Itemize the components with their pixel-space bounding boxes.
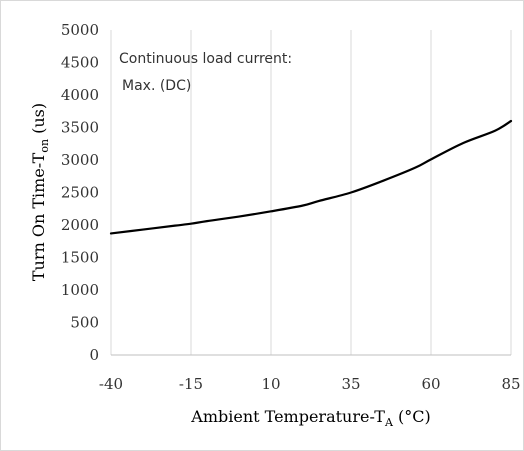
x-tick-label-0: -40	[99, 375, 123, 393]
y-tick-label-1: 500	[70, 314, 99, 332]
x-tick-label-2: 10	[261, 375, 280, 393]
x-tick-label-5: 85	[501, 375, 520, 393]
x-axis-title: Ambient Temperature-TA (°C)	[190, 407, 430, 429]
y-tick-label-2: 1000	[61, 281, 99, 299]
x-axis-title-sub: A	[384, 416, 394, 429]
y-tick-label-10: 5000	[61, 21, 99, 39]
y-tick-label-0: 0	[89, 346, 99, 364]
y-tick-label-3: 1500	[61, 249, 99, 267]
y-axis-title-main: Turn On Time-T	[29, 152, 48, 281]
x-tick-label-3: 35	[341, 375, 360, 393]
series-layer	[109, 119, 513, 235]
series-line-0	[109, 119, 513, 235]
x-tick-label-1: -15	[179, 375, 203, 393]
y-tick-label-5: 2500	[61, 184, 99, 202]
y-axis-title-unit: (us)	[29, 103, 48, 139]
x-tick-label-4: 60	[421, 375, 440, 393]
y-tick-label-8: 4000	[61, 86, 99, 104]
x-axis-title-main: Ambient Temperature-T	[190, 407, 385, 426]
y-axis-title: Turn On Time-Ton (us)	[29, 103, 51, 281]
y-tick-label-4: 2000	[61, 216, 99, 234]
gridlines	[110, 30, 512, 355]
y-tick-label-6: 3000	[61, 151, 99, 169]
x-axis-title-unit: (°C)	[393, 407, 431, 426]
annotation-load-current: Continuous load current:	[119, 51, 292, 67]
y-axis-ticks: 0 500 1000 1500 2000 2500 3000 3500 4000 4500 5000	[61, 21, 99, 364]
y-tick-label-7: 3500	[61, 119, 99, 137]
y-axis-title-sub: on	[38, 139, 51, 153]
y-tick-label-9: 4500	[61, 54, 99, 72]
x-axis-ticks: -40 -15 10 35 60 85	[99, 375, 521, 393]
annotation-max-dc: Max. (DC)	[122, 78, 191, 94]
